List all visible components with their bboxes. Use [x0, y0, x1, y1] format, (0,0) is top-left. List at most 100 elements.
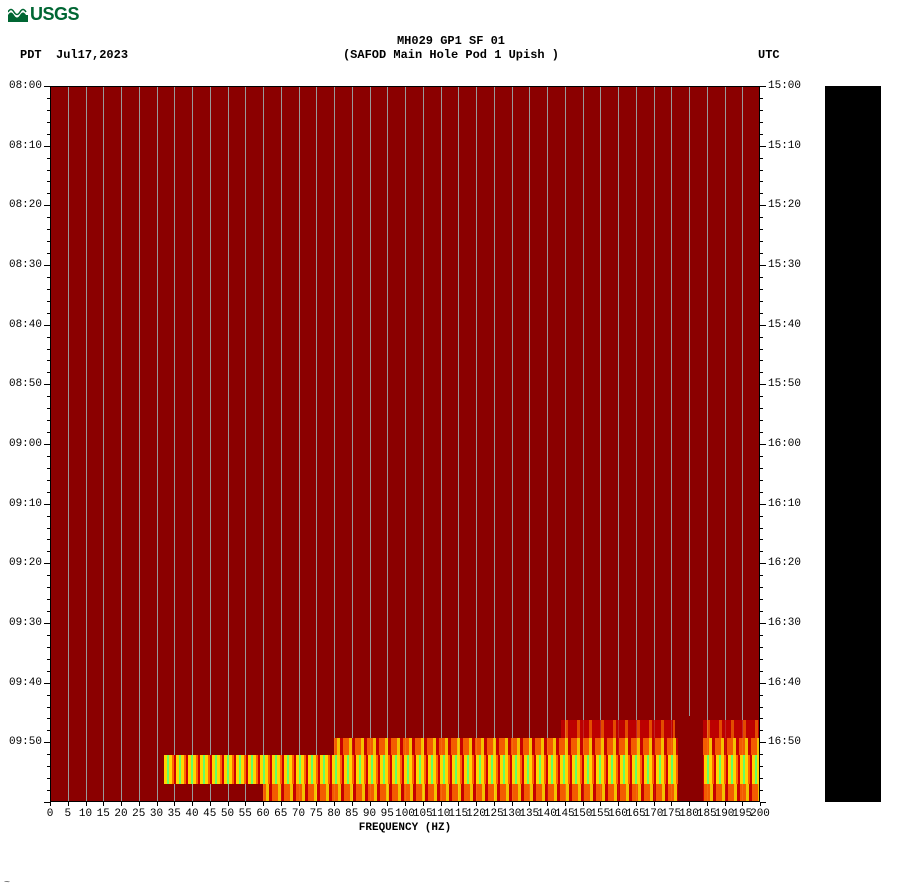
- y-tick: [47, 778, 50, 779]
- y-tick: [47, 707, 50, 708]
- y-tick: [760, 575, 763, 576]
- y-tick: [47, 671, 50, 672]
- y-tick: [760, 134, 763, 135]
- x-tick: [352, 802, 353, 806]
- y-tick: [760, 110, 763, 111]
- x-label: 10: [79, 808, 92, 820]
- y-tick: [47, 193, 50, 194]
- y-tick: [47, 730, 50, 731]
- gridline: [352, 86, 353, 802]
- y-tick: [760, 742, 766, 743]
- y-tick: [47, 396, 50, 397]
- y-tick: [760, 730, 763, 731]
- y-tick: [760, 587, 763, 588]
- x-label: 65: [274, 808, 287, 820]
- y-tick: [760, 551, 763, 552]
- x-tick: [387, 802, 388, 806]
- x-tick: [636, 802, 637, 806]
- y-tick: [760, 313, 763, 314]
- x-tick: [441, 802, 442, 806]
- gridline: [263, 86, 264, 802]
- left-tz: PDT: [20, 48, 42, 62]
- x-label: 90: [363, 808, 376, 820]
- x-label: 45: [203, 808, 216, 820]
- usgs-logo: USGS: [8, 4, 79, 25]
- y-tick: [760, 253, 763, 254]
- gridline: [583, 86, 584, 802]
- x-label: 200: [750, 808, 770, 820]
- y-tick: [47, 229, 50, 230]
- y-left-label: 09:30: [2, 617, 42, 629]
- y-tick: [47, 158, 50, 159]
- y-left-label: 08:00: [2, 80, 42, 92]
- gridline: [618, 86, 619, 802]
- y-right-label: 16:50: [768, 736, 801, 748]
- y-tick: [47, 420, 50, 421]
- gridline: [210, 86, 211, 802]
- y-right-label: 16:10: [768, 498, 801, 510]
- y-right-label: 15:30: [768, 259, 801, 271]
- y-tick: [760, 516, 763, 517]
- y-tick: [47, 432, 50, 433]
- x-tick: [689, 802, 690, 806]
- y-tick: [760, 301, 763, 302]
- y-tick: [47, 372, 50, 373]
- x-tick: [476, 802, 477, 806]
- x-label: 40: [185, 808, 198, 820]
- y-tick: [47, 790, 50, 791]
- x-tick: [103, 802, 104, 806]
- gridline: [707, 86, 708, 802]
- y-tick: [760, 456, 763, 457]
- x-label: 5: [64, 808, 71, 820]
- wave-icon: [8, 8, 28, 22]
- x-label: 70: [292, 808, 305, 820]
- y-right-label: 16:30: [768, 617, 801, 629]
- y-right-label: 15:20: [768, 199, 801, 211]
- y-tick: [47, 480, 50, 481]
- x-tick: [423, 802, 424, 806]
- title-line1: MH029 GP1 SF 01: [0, 34, 902, 48]
- y-right-label: 16:00: [768, 438, 801, 450]
- y-tick: [760, 611, 763, 612]
- gridline: [458, 86, 459, 802]
- y-tick: [44, 384, 50, 385]
- gridline: [68, 86, 69, 802]
- y-tick: [760, 241, 763, 242]
- y-tick: [760, 647, 763, 648]
- y-tick: [47, 253, 50, 254]
- y-tick: [47, 98, 50, 99]
- x-tick: [263, 802, 264, 806]
- gridline: [245, 86, 246, 802]
- y-tick: [47, 456, 50, 457]
- gridline: [547, 86, 548, 802]
- y-tick: [760, 468, 763, 469]
- y-tick: [47, 587, 50, 588]
- x-label: 15: [97, 808, 110, 820]
- y-tick: [47, 289, 50, 290]
- y-left-label: 09:50: [2, 736, 42, 748]
- y-tick: [44, 623, 50, 624]
- x-tick: [68, 802, 69, 806]
- y-tick: [44, 742, 50, 743]
- y-tick: [47, 599, 50, 600]
- gridline: [742, 86, 743, 802]
- gridline: [334, 86, 335, 802]
- gridline: [174, 86, 175, 802]
- y-tick: [47, 217, 50, 218]
- y-tick: [760, 778, 763, 779]
- gridline: [370, 86, 371, 802]
- x-tick: [494, 802, 495, 806]
- y-left-label: 08:30: [2, 259, 42, 271]
- x-tick: [157, 802, 158, 806]
- x-tick: [760, 802, 761, 806]
- y-tick: [760, 193, 763, 194]
- x-tick: [654, 802, 655, 806]
- gridline: [654, 86, 655, 802]
- y-tick: [760, 539, 763, 540]
- x-tick: [618, 802, 619, 806]
- y-tick: [760, 146, 766, 147]
- y-tick: [47, 241, 50, 242]
- y-tick: [47, 360, 50, 361]
- y-tick: [760, 718, 763, 719]
- gridline: [565, 86, 566, 802]
